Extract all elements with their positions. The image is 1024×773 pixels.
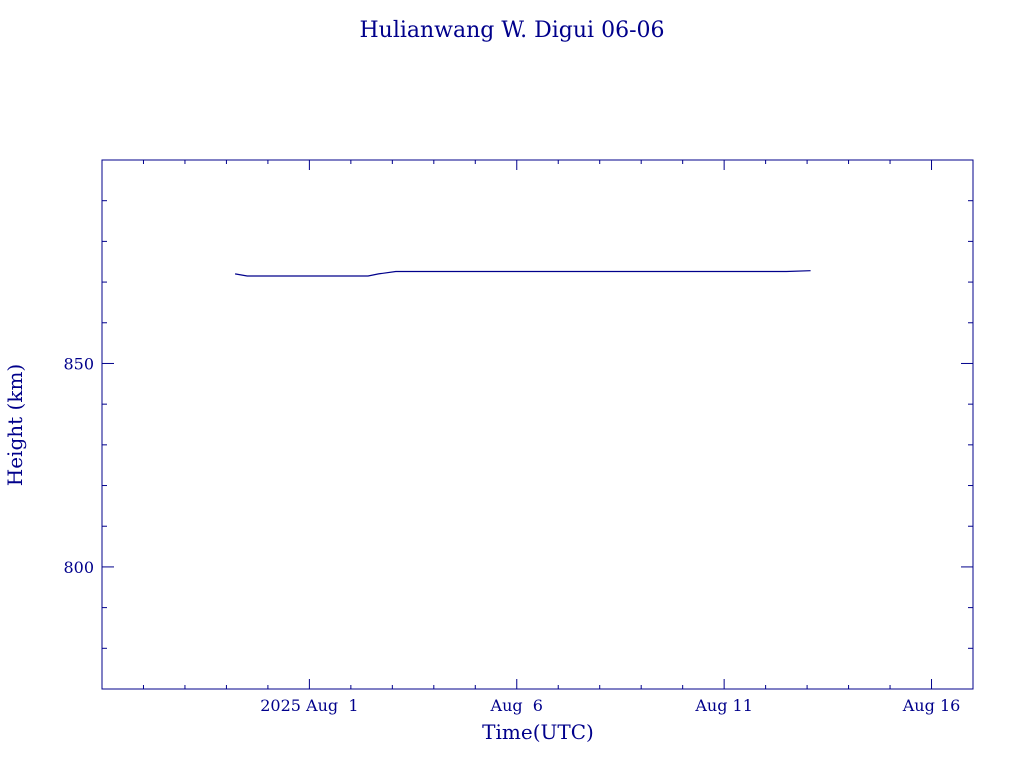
y-tick-label: 850 xyxy=(63,354,94,373)
x-tick-label: Aug 6 xyxy=(490,696,543,715)
series-layer xyxy=(234,270,811,277)
series-line xyxy=(234,270,811,277)
y-tick-label: 800 xyxy=(63,558,94,577)
plot-frame xyxy=(101,159,974,690)
x-axis-title: Time(UTC) xyxy=(482,720,594,744)
tick-marks xyxy=(101,159,974,690)
x-tick-label: 2025 Aug 1 xyxy=(260,696,358,715)
x-tick-label: Aug 11 xyxy=(694,696,753,715)
y-axis-title: Height (km) xyxy=(3,364,27,486)
y-tick-labels: 800 850 xyxy=(63,354,94,576)
x-tick-labels: 2025 Aug 1 Aug 6 Aug 11 Aug 16 xyxy=(260,696,960,715)
chart-title: Hulianwang W. Digui 06-06 xyxy=(359,18,664,43)
x-tick-label: Aug 16 xyxy=(902,696,961,715)
